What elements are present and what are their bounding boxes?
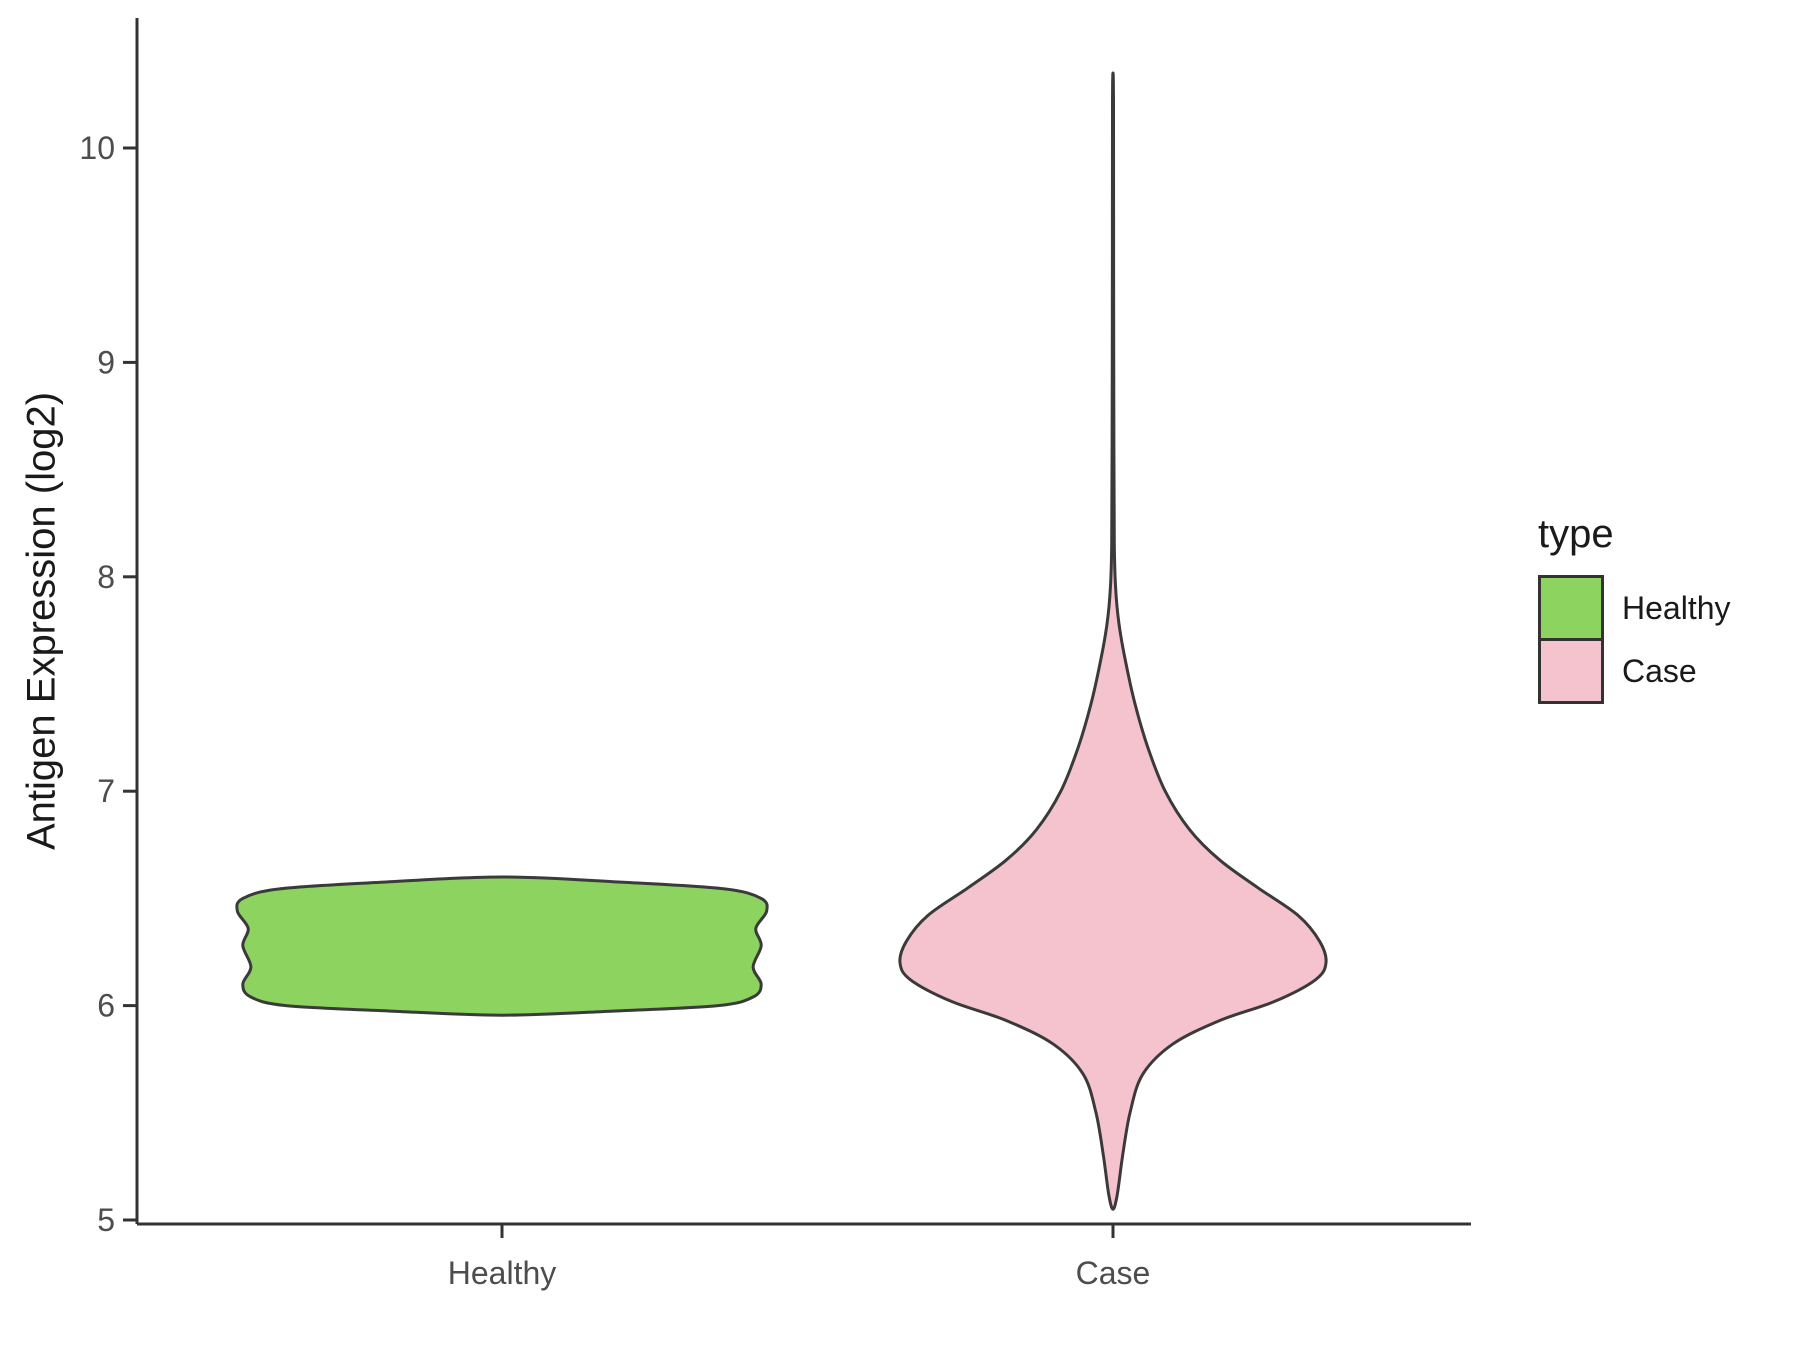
violin-case: [898, 71, 1328, 1211]
legend-item-healthy: Healthy: [1538, 575, 1731, 641]
legend-key-case-swatch: [1538, 638, 1604, 704]
legend-item-case: Case: [1538, 638, 1731, 704]
x-tick-label-healthy: Healthy: [448, 1255, 557, 1291]
legend-key-healthy-swatch: [1538, 575, 1604, 641]
x-tick-label-case: Case: [1076, 1255, 1151, 1291]
y-axis-title: Antigen Expression (log2): [19, 391, 64, 851]
y-tick-label-9: 9: [97, 344, 115, 380]
y-tick-label-5: 5: [97, 1202, 115, 1238]
violin-healthy: [235, 875, 769, 1017]
legend: type Healthy Case: [1538, 512, 1731, 704]
legend-title: type: [1538, 512, 1614, 556]
y-tick-label-6: 6: [97, 988, 115, 1024]
y-tick-label-7: 7: [97, 773, 115, 809]
legend-label-case: Case: [1622, 652, 1697, 689]
y-tick-label-8: 8: [97, 559, 115, 595]
y-tick-label-10: 10: [79, 130, 115, 166]
legend-label-healthy: Healthy: [1622, 589, 1731, 626]
